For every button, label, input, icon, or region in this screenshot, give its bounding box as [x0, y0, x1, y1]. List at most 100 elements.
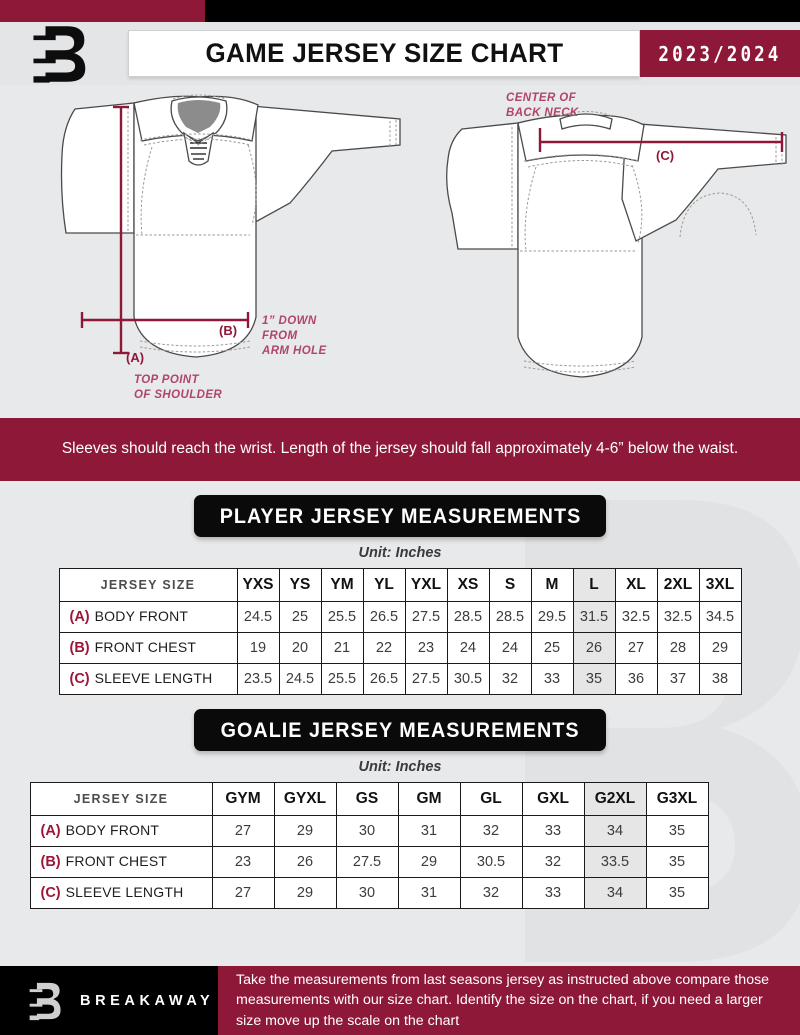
measurement-value-cell: 31 — [397, 877, 461, 909]
measurement-value-cell: 32 — [459, 815, 523, 847]
measurement-value-cell: 29 — [397, 846, 461, 878]
empty-cell — [708, 878, 770, 909]
marker-c-note-2: BACK NECK — [506, 107, 579, 119]
measurement-value-cell: 23.5 — [236, 663, 280, 695]
table-row: (B) FRONT CHEST 23 26 27.5 29 30.5 32 33.5 35 — [29, 846, 770, 878]
breakaway-b-logo-icon — [26, 979, 66, 1023]
size-column-header: GXL — [521, 782, 585, 816]
goalie-unit-label: Unit: Inches — [358, 759, 442, 775]
player-unit-label: Unit: Inches — [358, 545, 442, 561]
measurement-value-cell: 33 — [530, 663, 574, 695]
measurement-value-cell: 26.5 — [362, 601, 406, 633]
measurement-value-cell: 24.5 — [236, 601, 280, 633]
measurement-value-cell: 37 — [656, 663, 700, 695]
measurement-name: BODY FRONT — [65, 822, 160, 838]
measurement-name: SLEEVE LENGTH — [65, 884, 184, 900]
goalie-measurements-table: JERSEY SIZE GYM GYXL GS GM GL GXL G2XL G3XL (A) BO… — [29, 782, 771, 909]
measurement-value-cell: 28 — [656, 632, 700, 664]
table-header-row: JERSEY SIZE YXS YS YM YL YXL XS S M L XL 2XL 3XL — [58, 568, 742, 602]
player-section-title-plate: PLAYER JERSEY MEASUREMENTS — [194, 495, 606, 537]
marker-c-label: (C) — [656, 148, 674, 163]
size-header-label: JERSEY SIZE — [58, 568, 238, 602]
dimension-line-c — [538, 128, 784, 152]
table-header-row: JERSEY SIZE GYM GYXL GS GM GL GXL G2XL G3XL — [29, 782, 770, 816]
season-badge: 2023/2024 — [640, 30, 800, 77]
footer-brand: BREAKAWAY — [0, 966, 218, 1035]
measurement-value-cell: 25 — [278, 601, 322, 633]
size-column-header: YXL — [404, 568, 448, 602]
marker-b-label: (B) — [219, 323, 237, 338]
goalie-jersey-section: GOALIE JERSEY MEASUREMENTS Unit: Inches … — [0, 709, 800, 909]
size-column-header: GL — [459, 782, 523, 816]
measurement-value-cell: 23 — [211, 846, 275, 878]
table-row: (B) FRONT CHEST 19 20 21 22 23 24 24 25 26 27 28 29 — [58, 632, 742, 664]
dimension-line-a — [113, 105, 129, 355]
marker-b-note-1: 1” DOWN — [262, 315, 317, 327]
measurement-value-cell: 32.5 — [614, 601, 658, 633]
measurement-value-cell: 33.5 — [583, 846, 647, 878]
measurement-value-cell: 27.5 — [335, 846, 399, 878]
size-header-label: JERSEY SIZE — [29, 782, 213, 816]
season-label: 2023/2024 — [658, 41, 782, 66]
measurement-value-cell: 26.5 — [362, 663, 406, 695]
measurement-value-cell: 34.5 — [698, 601, 742, 633]
measurement-value-cell: 27 — [614, 632, 658, 664]
measurement-value-cell: 29 — [273, 877, 337, 909]
dimension-line-b — [80, 312, 250, 328]
measurement-value-cell: 26 — [572, 632, 616, 664]
measurement-value-cell: 38 — [698, 663, 742, 695]
empty-column — [708, 783, 770, 816]
measurement-value-cell: 35 — [645, 877, 709, 909]
measurement-label-cell: (C) SLEEVE LENGTH — [29, 877, 213, 909]
measurement-value-cell: 23 — [404, 632, 448, 664]
measurement-value-cell: 32 — [488, 663, 532, 695]
footer-instructions: Take the measurements from last seasons … — [218, 966, 800, 1035]
instruction-banner-text: Sleeves should reach the wrist. Length o… — [61, 440, 739, 458]
measurement-value-cell: 27 — [211, 877, 275, 909]
measurement-label-cell: (A) BODY FRONT — [58, 601, 238, 633]
measurement-value-cell: 33 — [521, 877, 585, 909]
empty-cell — [708, 847, 770, 878]
size-column-header: G3XL — [645, 782, 709, 816]
measurement-marker: (B) — [69, 640, 90, 656]
measurement-value-cell: 31 — [397, 815, 461, 847]
measurement-value-cell: 27 — [211, 815, 275, 847]
measurement-name: SLEEVE LENGTH — [94, 670, 213, 686]
jersey-back-illustration: (C) CENTER OF BACK NECK — [446, 92, 787, 378]
measurement-label-cell: (C) SLEEVE LENGTH — [58, 663, 238, 695]
empty-cell — [708, 816, 770, 847]
goalie-section-title-plate: GOALIE JERSEY MEASUREMENTS — [194, 709, 606, 751]
jersey-front-illustration: (A) TOP POINT OF SHOULDER (B) 1” DOWN FR… — [60, 94, 401, 401]
instruction-banner: Sleeves should reach the wrist. Length o… — [0, 418, 800, 481]
size-column-header: YXS — [236, 568, 280, 602]
measurement-value-cell: 20 — [278, 632, 322, 664]
measurement-value-cell: 25.5 — [320, 663, 364, 695]
marker-c-note-1: CENTER OF — [506, 92, 577, 104]
size-column-header: S — [488, 568, 532, 602]
jersey-illustration-area: .ol { fill:#ffffff; stroke:#4a4a4a; stro… — [0, 85, 800, 418]
measurement-value-cell: 34 — [583, 815, 647, 847]
measurement-value-cell: 28.5 — [446, 601, 490, 633]
measurement-value-cell: 32 — [521, 846, 585, 878]
measurement-marker: (B) — [40, 854, 61, 870]
measurement-value-cell: 19 — [236, 632, 280, 664]
measurement-marker: (C) — [40, 885, 61, 901]
measurement-marker: (C) — [69, 671, 90, 687]
marker-a-note-1: TOP POINT — [134, 374, 200, 386]
footer-instructions-text: Take the measurements from last seasons … — [236, 972, 770, 1029]
measurement-value-cell: 30.5 — [446, 663, 490, 695]
size-column-header: XS — [446, 568, 490, 602]
measurement-value-cell: 34 — [583, 877, 647, 909]
marker-a-label: (A) — [126, 350, 144, 365]
top-strip-black — [205, 0, 800, 22]
measurement-value-cell: 24.5 — [278, 663, 322, 695]
measurement-label-cell: (B) FRONT CHEST — [58, 632, 238, 664]
player-jersey-section: PLAYER JERSEY MEASUREMENTS Unit: Inches … — [0, 495, 800, 695]
size-column-header: M — [530, 568, 574, 602]
player-measurements-table: JERSEY SIZE YXS YS YM YL YXL XS S M L XL 2XL 3XL (A) B… — [58, 568, 742, 695]
measurement-label-cell: (A) BODY FRONT — [29, 815, 213, 847]
size-column-header: XL — [614, 568, 658, 602]
page-title: GAME JERSEY SIZE CHART — [205, 38, 563, 68]
measurement-value-cell: 35 — [572, 663, 616, 695]
measurement-label-cell: (B) FRONT CHEST — [29, 846, 213, 878]
